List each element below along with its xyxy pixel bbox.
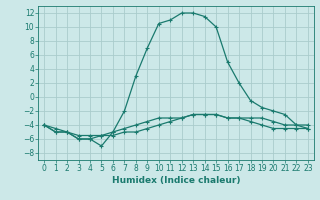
- X-axis label: Humidex (Indice chaleur): Humidex (Indice chaleur): [112, 176, 240, 185]
